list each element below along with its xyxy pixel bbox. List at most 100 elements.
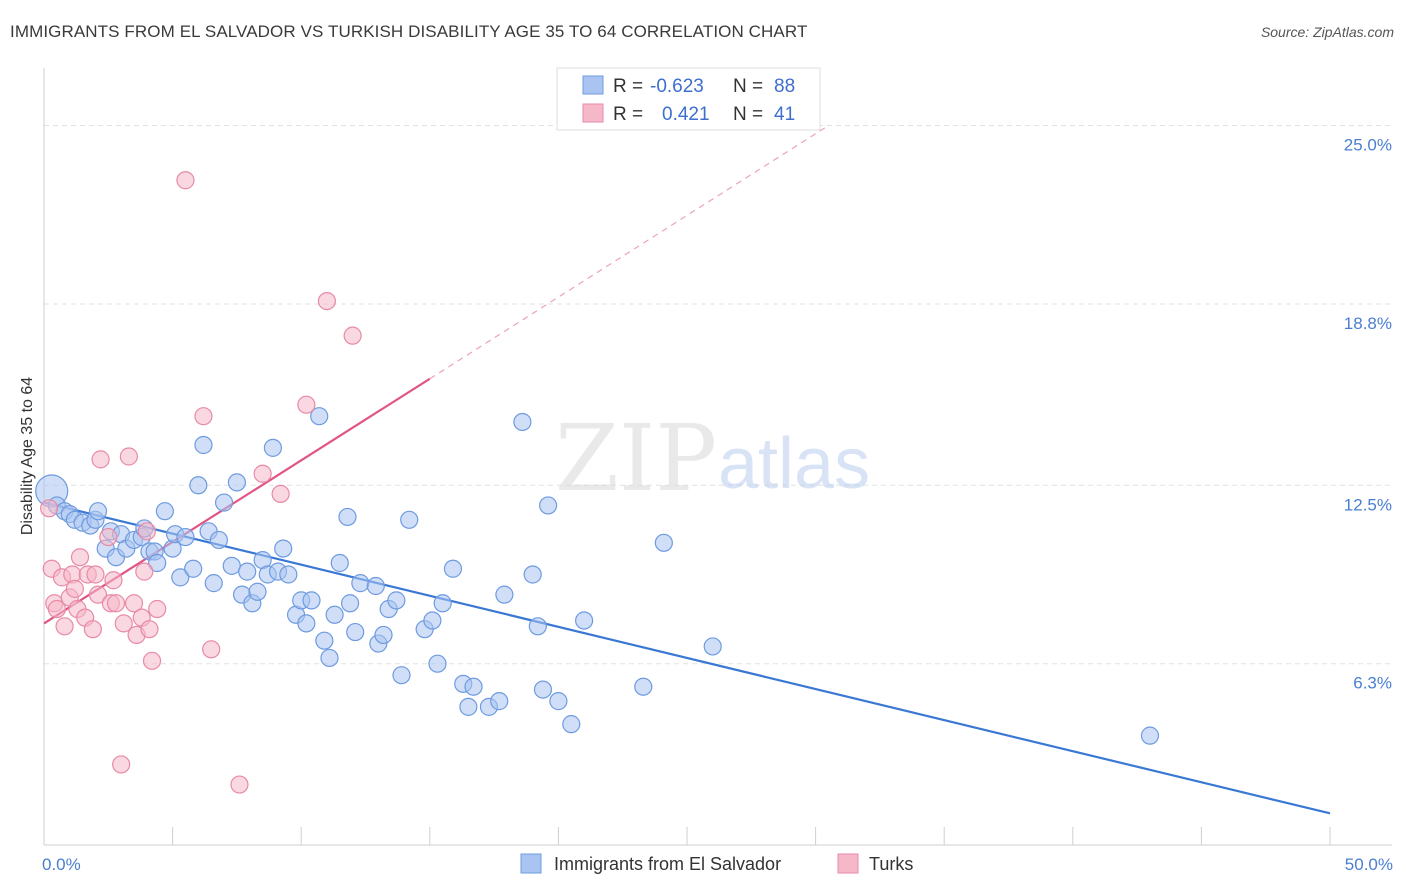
legend-box: R = -0.623 N = 88 R = 0.421 N = 41	[556, 67, 821, 131]
point-salvador	[387, 591, 406, 610]
point-turks	[135, 562, 154, 581]
point-salvador	[340, 594, 360, 613]
point-turks	[55, 617, 74, 636]
legend-r-label: R =	[613, 76, 643, 97]
trend-line-turks-extension	[429, 125, 829, 380]
point-turks	[114, 614, 133, 633]
point-turks	[88, 585, 108, 604]
y-tick-labels: 6.3% 12.5% 18.8% 25.0%	[1344, 136, 1392, 693]
watermark: ZIP atlas	[555, 405, 870, 512]
point-salvador	[443, 559, 463, 578]
point-turks	[86, 565, 105, 584]
point-salvador	[263, 438, 283, 457]
legend-r-value: -0.623	[650, 76, 704, 97]
point-turks	[91, 450, 110, 469]
point-salvador	[366, 576, 385, 596]
point-turks	[142, 651, 162, 670]
point-salvador	[703, 637, 722, 656]
point-turks	[47, 599, 66, 619]
point-salvador	[528, 617, 547, 636]
point-salvador	[330, 553, 349, 573]
source-credit: Source: ZipAtlas.com	[1260, 24, 1394, 40]
chart-title: IMMIGRANTS FROM EL SALVADOR VS TURKISH D…	[10, 22, 808, 41]
point-salvador	[1140, 726, 1160, 745]
point-turks	[65, 579, 84, 598]
point-salvador	[204, 574, 223, 593]
legend-swatch-turks	[582, 103, 604, 123]
point-salvador	[297, 614, 316, 633]
x-tick-label: 50.0%	[1345, 855, 1393, 874]
point-turks	[99, 527, 118, 547]
point-turks	[343, 326, 362, 345]
legend-r-label: R =	[613, 104, 643, 125]
point-salvador	[400, 510, 419, 529]
legend-n-label: N =	[733, 104, 763, 125]
point-turks	[297, 395, 316, 414]
point-salvador	[310, 407, 329, 426]
point-turks	[202, 640, 221, 659]
point-salvador	[346, 622, 365, 642]
point-salvador	[374, 625, 393, 645]
point-salvador	[238, 562, 257, 581]
point-turks	[176, 171, 195, 190]
point-salvador	[338, 507, 357, 527]
point-salvador	[513, 412, 532, 432]
legend-n-value: 41	[774, 104, 795, 125]
bottom-legend-label-salvador: Immigrants from El Salvador	[554, 854, 781, 874]
axes	[43, 68, 1392, 846]
point-salvador	[549, 692, 568, 711]
point-turks	[119, 447, 138, 466]
point-salvador	[214, 493, 234, 512]
point-turks	[194, 407, 213, 426]
trend-line-salvador	[43, 501, 1331, 815]
point-salvador	[351, 574, 370, 593]
point-salvador	[227, 473, 246, 492]
point-salvador	[315, 631, 334, 650]
point-salvador	[194, 435, 213, 455]
point-salvador	[155, 502, 174, 521]
point-salvador	[433, 594, 452, 613]
point-salvador	[562, 715, 581, 734]
point-salvador	[654, 533, 673, 552]
point-turks	[148, 599, 167, 619]
x-tick-label: 0.0%	[42, 855, 81, 874]
point-salvador	[325, 605, 344, 624]
point-salvador	[539, 496, 558, 515]
point-salvador	[148, 553, 167, 573]
point-salvador	[533, 680, 553, 699]
point-salvador	[428, 654, 447, 673]
bottom-legend: Immigrants from El Salvador Turks	[520, 853, 913, 874]
point-turks	[124, 594, 144, 613]
y-axis-label: Disability Age 35 to 64	[19, 377, 36, 535]
point-turks	[140, 620, 159, 639]
point-salvador	[189, 476, 208, 495]
x-tick-labels: 0.0% 50.0%	[42, 855, 1393, 874]
watermark-zip: ZIP	[555, 405, 717, 512]
point-salvador	[320, 648, 339, 668]
point-turks	[104, 571, 123, 590]
legend-swatch-salvador	[582, 75, 604, 95]
point-salvador	[279, 565, 298, 584]
point-salvador	[274, 539, 293, 558]
legend-n-value: 88	[774, 76, 795, 97]
point-turks	[317, 292, 337, 311]
watermark-atlas: atlas	[718, 424, 870, 504]
point-turks	[137, 522, 156, 541]
point-turks	[112, 755, 131, 774]
bottom-legend-swatch-salvador	[520, 853, 542, 874]
point-turks	[83, 620, 102, 639]
point-salvador	[88, 502, 108, 521]
y-tick-label: 6.3%	[1353, 674, 1392, 693]
data-points	[35, 171, 1160, 794]
point-salvador	[464, 677, 483, 696]
point-salvador	[222, 556, 241, 575]
legend-r-value: 0.421	[662, 104, 710, 125]
point-salvador	[523, 565, 542, 584]
point-turks	[106, 594, 126, 613]
bottom-legend-label-turks: Turks	[869, 854, 913, 874]
point-salvador	[302, 591, 321, 610]
point-salvador	[490, 692, 509, 711]
point-turks	[230, 775, 249, 794]
point-salvador	[459, 697, 478, 716]
